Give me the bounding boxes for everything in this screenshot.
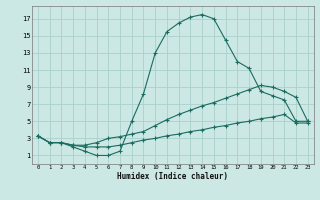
- X-axis label: Humidex (Indice chaleur): Humidex (Indice chaleur): [117, 172, 228, 181]
